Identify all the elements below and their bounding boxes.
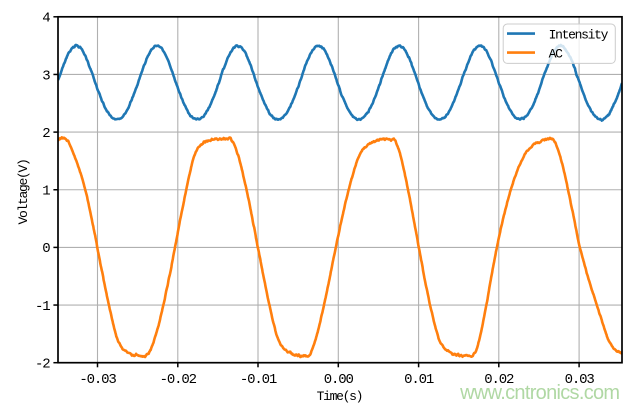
svg-text:www.cntronics.com: www.cntronics.com bbox=[459, 382, 619, 404]
svg-text:0.03: 0.03 bbox=[565, 372, 595, 388]
svg-text:3: 3 bbox=[42, 68, 50, 84]
svg-text:-1: -1 bbox=[35, 299, 50, 315]
svg-text:-0.03: -0.03 bbox=[79, 372, 116, 388]
svg-text:0.02: 0.02 bbox=[484, 372, 514, 388]
svg-text:-0.02: -0.02 bbox=[160, 372, 197, 388]
svg-text:Voltage(V): Voltage(V) bbox=[16, 159, 31, 224]
svg-text:1: 1 bbox=[42, 184, 50, 200]
svg-text:4: 4 bbox=[42, 11, 50, 27]
svg-text:-2: -2 bbox=[35, 357, 50, 373]
svg-text:0.00: 0.00 bbox=[324, 372, 354, 388]
svg-text:0: 0 bbox=[42, 241, 50, 257]
svg-text:0.01: 0.01 bbox=[404, 372, 434, 388]
svg-text:AC: AC bbox=[549, 46, 564, 61]
svg-text:-0.01: -0.01 bbox=[240, 372, 277, 388]
svg-text:Time(s): Time(s) bbox=[317, 389, 363, 404]
svg-text:Intensity: Intensity bbox=[549, 27, 609, 42]
svg-text:2: 2 bbox=[42, 126, 50, 142]
